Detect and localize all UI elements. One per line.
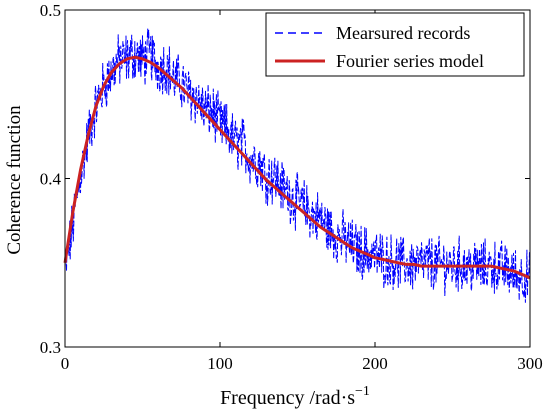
legend-box bbox=[265, 12, 525, 77]
y-axis-label: Coherence function bbox=[4, 105, 25, 255]
x-axis-label-superscript: −1 bbox=[355, 384, 370, 399]
legend-label-model: Fourier series model bbox=[336, 51, 484, 71]
x-tick-label: 100 bbox=[207, 354, 233, 373]
y-tick-label: 0.4 bbox=[40, 170, 62, 189]
axis-ticks: 0 100 200 300 0.3 0.4 0.5 bbox=[40, 1, 543, 373]
legend-label-measured: Mearsured records bbox=[336, 23, 470, 43]
series-layer bbox=[63, 55, 531, 280]
y-tick-label: 0.3 bbox=[40, 338, 61, 357]
y-tick-label: 0.5 bbox=[40, 1, 61, 20]
series-fourier-model-line bbox=[63, 55, 531, 280]
x-tick-label: 0 bbox=[61, 354, 70, 373]
x-tick-label: 300 bbox=[517, 354, 543, 373]
measured-series-noise bbox=[64, 28, 531, 303]
x-axis-label: Frequency /rad·s−1 bbox=[220, 384, 370, 409]
x-axis-label-main: Frequency /rad·s bbox=[220, 387, 355, 409]
series-measured-records-line bbox=[64, 28, 531, 303]
legend: Mearsured records Fourier series model bbox=[265, 12, 525, 77]
x-tick-label: 200 bbox=[362, 354, 388, 373]
